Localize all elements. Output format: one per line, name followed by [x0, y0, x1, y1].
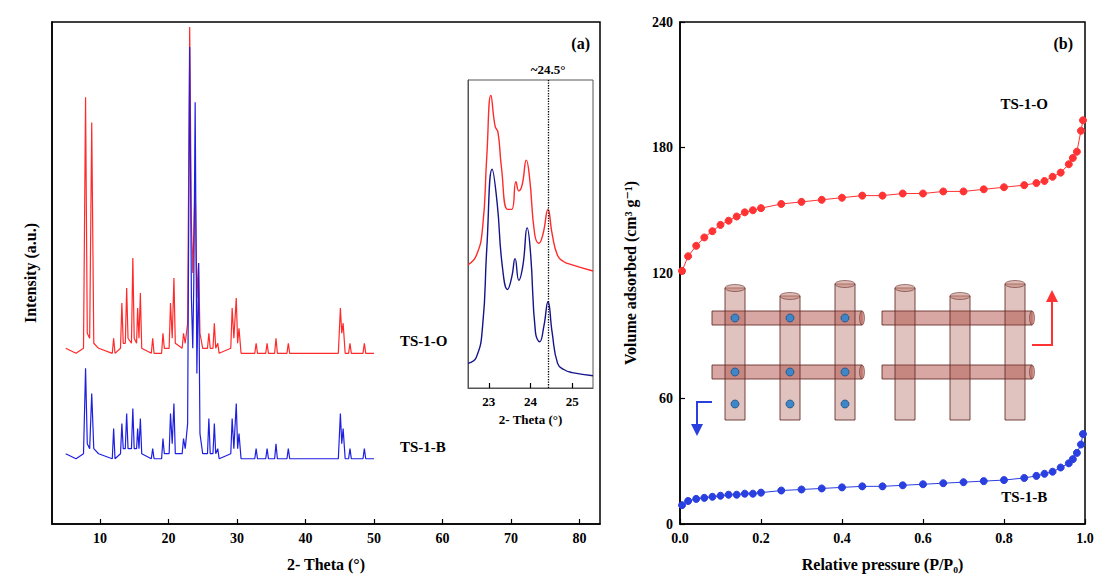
svg-text:50: 50	[367, 531, 381, 546]
svg-text:TS-1-B: TS-1-B	[400, 439, 446, 455]
svg-text:23: 23	[482, 394, 496, 409]
svg-text:24: 24	[524, 394, 538, 409]
svg-text:25: 25	[566, 394, 580, 409]
svg-text:0.2: 0.2	[752, 531, 770, 546]
svg-text:Volume adsorbed (cm³ g⁻¹): Volume adsorbed (cm³ g⁻¹)	[622, 181, 640, 365]
svg-text:~24.5°: ~24.5°	[531, 62, 566, 77]
svg-text:2- Theta (°): 2- Theta (°)	[499, 412, 562, 427]
svg-text:120: 120	[652, 266, 673, 281]
svg-text:0: 0	[666, 517, 673, 532]
svg-text:240: 240	[652, 15, 673, 30]
svg-text:10: 10	[93, 531, 107, 546]
svg-text:Intensity (a.u.): Intensity (a.u.)	[22, 223, 40, 323]
svg-text:20: 20	[161, 531, 175, 546]
svg-text:(b): (b)	[1053, 35, 1073, 53]
svg-text:80: 80	[572, 531, 586, 546]
svg-text:2- Theta (°): 2- Theta (°)	[287, 556, 365, 574]
svg-text:0.6: 0.6	[914, 531, 932, 546]
svg-text:TS-1-O: TS-1-O	[1000, 96, 1048, 112]
svg-text:(a): (a)	[571, 35, 590, 53]
svg-text:70: 70	[504, 531, 518, 546]
svg-text:0.8: 0.8	[995, 531, 1013, 546]
svg-text:TS-1-B: TS-1-B	[1001, 489, 1047, 505]
svg-text:0.0: 0.0	[671, 531, 689, 546]
svg-text:0.4: 0.4	[833, 531, 851, 546]
svg-text:60: 60	[659, 391, 673, 406]
svg-text:40: 40	[298, 531, 312, 546]
svg-text:180: 180	[652, 140, 673, 155]
svg-text:1.0: 1.0	[1076, 531, 1094, 546]
svg-text:30: 30	[230, 531, 244, 546]
svg-text:Relative pressure (P/P₀): Relative pressure (P/P₀)	[802, 556, 964, 574]
svg-text:60: 60	[435, 531, 449, 546]
svg-text:TS-1-O: TS-1-O	[400, 333, 448, 349]
